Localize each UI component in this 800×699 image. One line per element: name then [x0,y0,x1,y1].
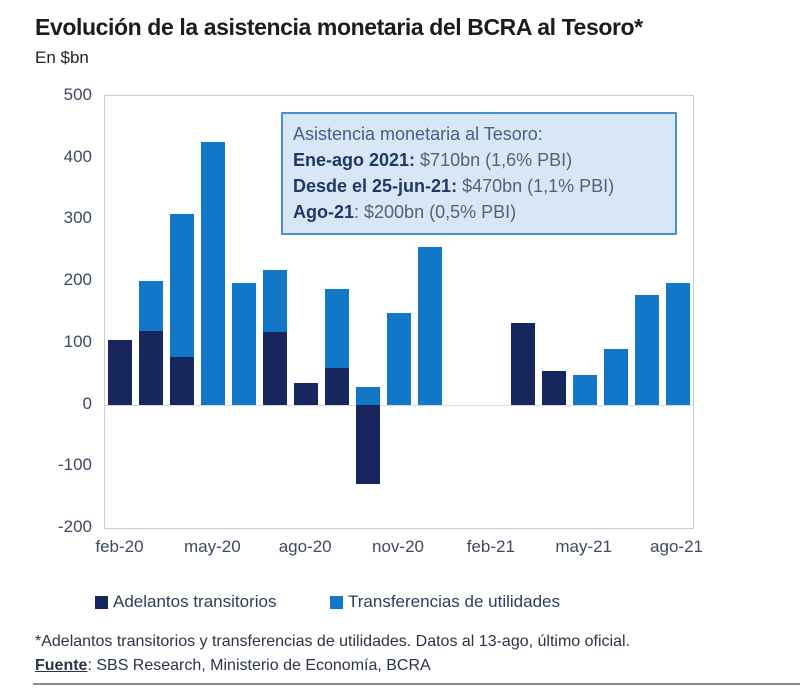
bottom-divider [33,683,800,685]
y-tick-label: 300 [63,208,92,228]
y-tick-label: 500 [63,85,92,104]
legend: Adelantos transitorios Transferencias de… [0,592,800,616]
x-tick-label: may-21 [555,537,613,556]
bar-segment-adelantos [325,367,350,405]
y-tick-label: 200 [63,270,92,290]
bar-segment-transferencias [201,142,226,405]
source-line: Fuente: SBS Research, Ministerio de Econ… [35,657,785,675]
bar-segment-adelantos [108,339,133,405]
bar-segment-transferencias [634,294,659,405]
annotation-title: Asistencia monetaria al Tesoro: [293,124,543,144]
bar-segment-transferencias [665,282,690,405]
chart-units-label: En $bn [35,48,89,67]
footnote: *Adelantos transitorios y transferencias… [35,633,630,650]
bar-segment-transferencias [232,282,257,405]
bar-segment-transferencias [356,387,381,405]
bar-segment-transferencias [170,213,195,358]
bar-segment-adelantos [294,382,319,405]
x-tick-label: ago-21 [650,537,703,556]
source-text: : SBS Research, Ministerio de Economía, … [87,657,431,674]
legend-item-adelantos: Adelantos transitorios [95,592,276,612]
x-tick-label: feb-21 [466,537,515,556]
annotation-line-2: Desde el 25-jun-21: $470bn (1,1% PBI) [293,176,615,196]
bar-segment-adelantos-negative [356,404,381,484]
bar-segment-adelantos [510,323,535,405]
bar-segment-transferencias [387,313,411,405]
chart-title: Evolución de la asistencia monetaria del… [35,14,643,40]
x-tick-label: feb-20 [95,537,144,556]
y-tick-label: 100 [63,331,92,351]
bar-segment-adelantos [139,330,164,405]
zero-gridline [105,404,693,406]
y-tick-label: 400 [63,146,92,166]
y-axis-labels: 500 400 300 200 100 0 -100 -200 [28,0,92,699]
legend-swatch-adelantos [95,595,108,609]
bar-segment-transferencias [325,288,350,368]
annotation-line-3: Ago-21: $200bn (0,5% PBI) [293,202,517,222]
legend-label-transferencias: Transferencias de utilidades [348,592,560,611]
annotation-box: Asistencia monetaria al Tesoro: Ene-ago … [281,112,677,235]
source-label: Fuente [35,657,88,674]
y-tick-label: -200 [57,517,92,536]
bar-segment-adelantos [170,357,195,405]
x-tick-label: nov-20 [372,537,424,556]
bar-segment-transferencias [603,349,628,405]
x-tick-label: ago-20 [278,537,332,556]
y-tick-label: -100 [57,455,92,475]
annotation-line-1: Ene-ago 2021: $710bn (1,6% PBI) [293,150,573,170]
legend-label-adelantos: Adelantos transitorios [113,592,277,611]
plot-area: Asistencia monetaria al Tesoro: Ene-ago … [104,95,694,529]
bar-segment-transferencias [139,281,164,331]
bar-segment-transferencias [417,247,442,405]
y-tick-label: 0 [82,393,92,413]
bar-segment-transferencias [263,270,288,332]
legend-swatch-transferencias [330,595,343,609]
x-tick-label: may-20 [183,537,241,556]
legend-item-transferencias: Transferencias de utilidades [330,592,560,612]
bar-segment-adelantos [263,331,288,405]
bar-segment-transferencias [572,374,597,405]
bar-segment-adelantos [541,370,566,405]
